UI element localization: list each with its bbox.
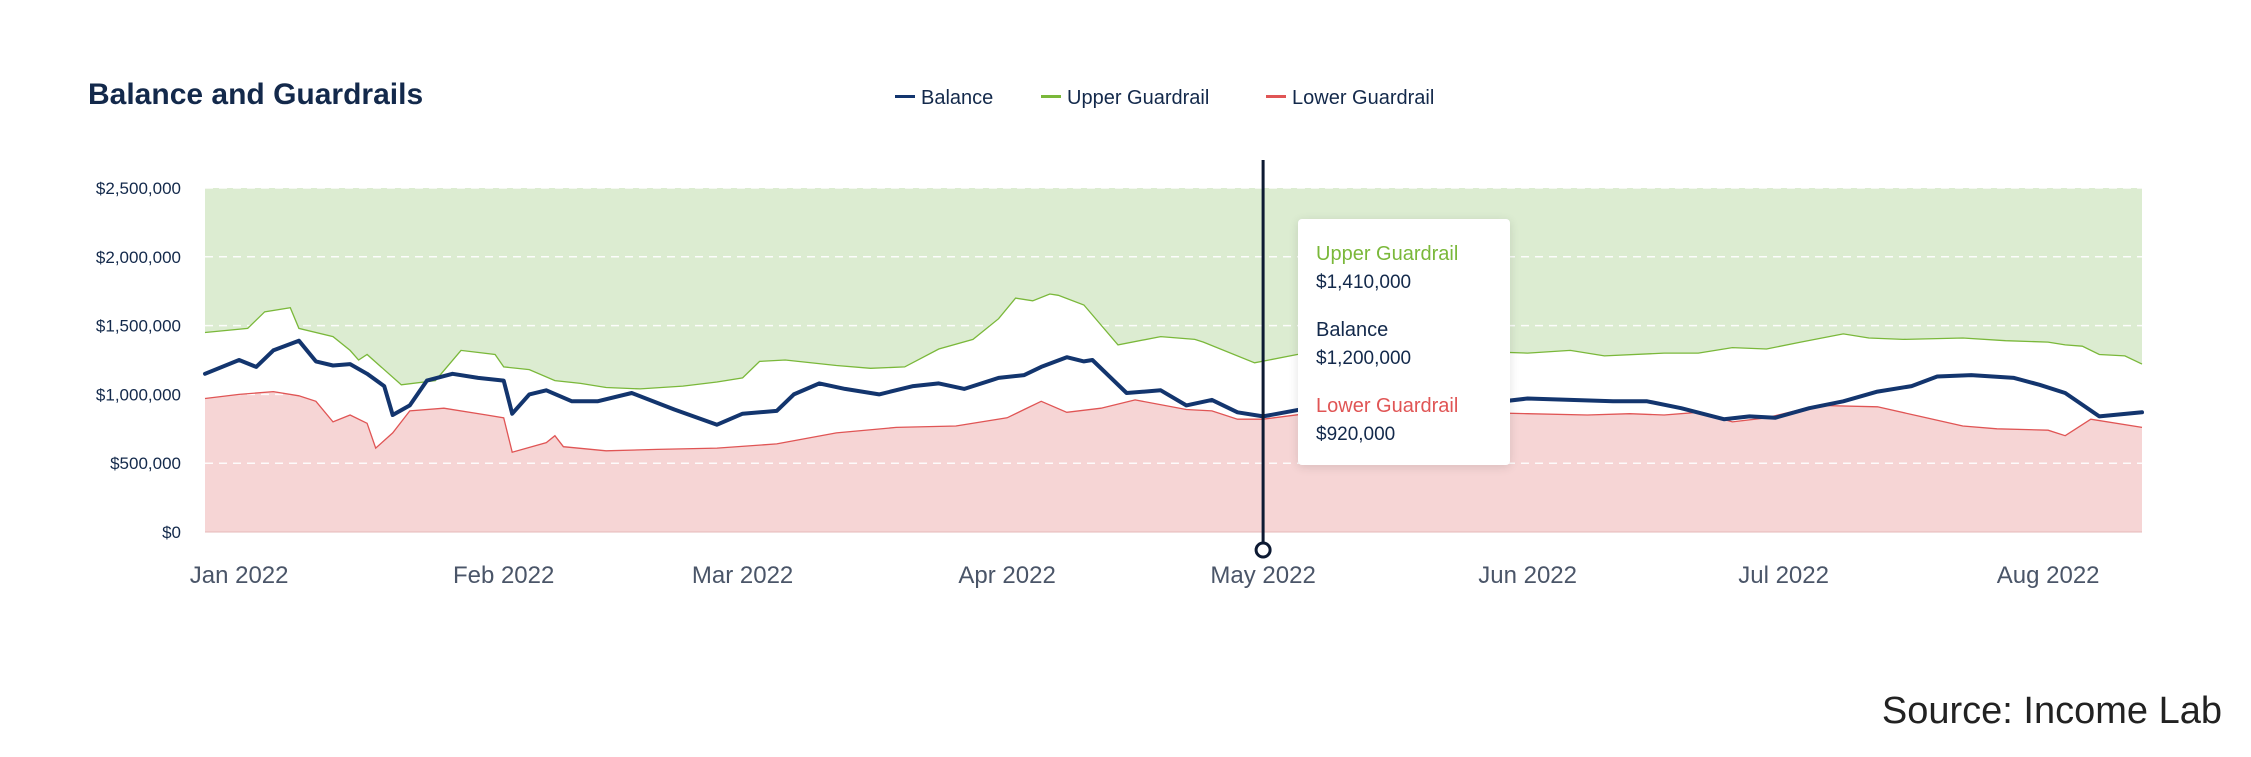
x-tick-label: Aug 2022	[1997, 562, 2100, 589]
y-tick-label: $500,000	[110, 454, 181, 473]
legend-item-balance[interactable]: Balance	[895, 87, 993, 109]
tooltip-value-balance: $1,200,000	[1316, 348, 1412, 369]
x-tick-label: Jun 2022	[1478, 562, 1577, 589]
tooltip-value-upper-guardrail: $1,410,000	[1316, 272, 1412, 293]
y-tick-label: $1,500,000	[96, 317, 181, 336]
x-tick-label: Mar 2022	[692, 562, 793, 589]
balance-line	[203, 338, 2144, 427]
tooltip-item-upper-guardrail: Upper Guardrail $1,410,000	[1316, 239, 1492, 297]
tooltip-item-lower-guardrail: Lower Guardrail $920,000	[1316, 391, 1492, 449]
legend-label-lower-guardrail: Lower Guardrail	[1292, 87, 1434, 109]
tooltip-value-lower-guardrail: $920,000	[1316, 424, 1396, 445]
source-caption: Source: Income Lab	[1882, 690, 2222, 732]
legend-swatch-upper-guardrail	[1041, 95, 1061, 98]
x-tick-label: Jul 2022	[1738, 562, 1829, 589]
y-tick-label: $2,500,000	[96, 179, 181, 198]
upper-guardrail-line	[204, 293, 2143, 390]
legend-label-upper-guardrail: Upper Guardrail	[1067, 87, 1209, 109]
x-tick-label: Feb 2022	[453, 562, 554, 589]
hover-crosshair	[1254, 160, 1272, 559]
x-tick-label: May 2022	[1210, 562, 1315, 589]
legend-item-lower-guardrail[interactable]: Lower Guardrail	[1266, 87, 1434, 109]
lower-guardrail-zone	[205, 391, 2142, 532]
legend: Balance Upper Guardrail Lower Guardrail	[895, 87, 1434, 109]
legend-swatch-balance	[895, 95, 915, 98]
upper-guardrail-zone	[205, 188, 2142, 389]
crosshair-handle	[1254, 541, 1272, 559]
tooltip: Upper Guardrail $1,410,000 Balance $1,20…	[1298, 219, 1510, 465]
tooltip-label-upper-guardrail: Upper Guardrail	[1316, 243, 1459, 265]
y-axis: $2,500,000 $2,000,000 $1,500,000 $1,000,000…	[96, 179, 181, 542]
tooltip-item-balance: Balance $1,200,000	[1316, 315, 1492, 373]
y-tick-label: $0	[162, 523, 181, 542]
tooltip-label-lower-guardrail: Lower Guardrail	[1316, 395, 1459, 417]
tooltip-label-balance: Balance	[1316, 319, 1389, 341]
x-tick-label: Jan 2022	[190, 562, 289, 589]
x-axis: Jan 2022 Feb 2022 Mar 2022 Apr 2022 May 2022…	[190, 562, 2100, 589]
legend-label-balance: Balance	[921, 87, 993, 109]
legend-swatch-lower-guardrail	[1266, 95, 1286, 98]
legend-item-upper-guardrail[interactable]: Upper Guardrail	[1041, 87, 1209, 109]
y-tick-label: $1,000,000	[96, 385, 181, 404]
plot-area[interactable]	[203, 187, 2144, 533]
y-tick-label: $2,000,000	[96, 248, 181, 267]
chart-title: Balance and Guardrails	[88, 78, 423, 111]
x-tick-label: Apr 2022	[958, 562, 1055, 589]
